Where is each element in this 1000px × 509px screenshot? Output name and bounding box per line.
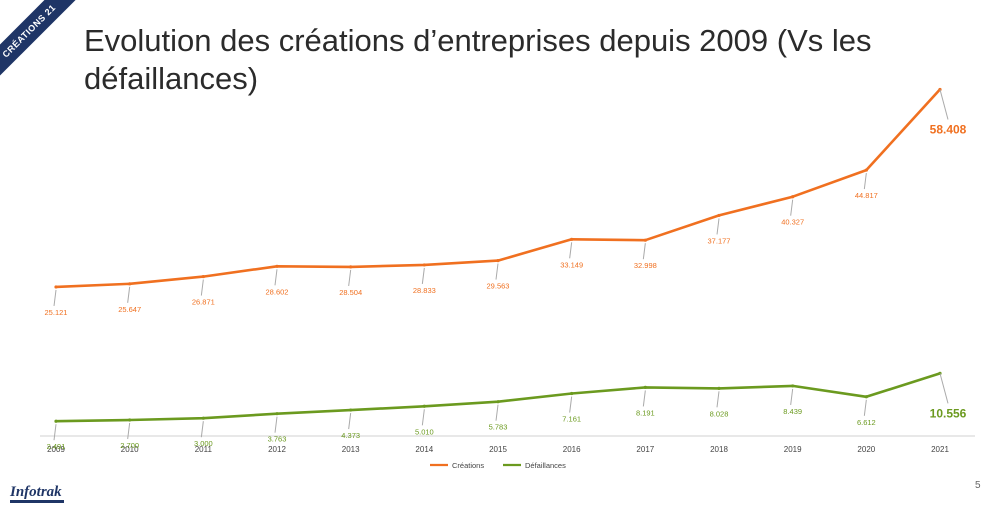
- label-leader: [939, 373, 949, 404]
- data-label: 8.439: [783, 407, 802, 416]
- data-label: 5.783: [489, 423, 508, 432]
- data-point: [643, 238, 647, 242]
- label-leader: [863, 173, 867, 190]
- label-leader: [421, 409, 425, 426]
- data-point: [201, 274, 205, 279]
- data-label: 26.871: [192, 298, 215, 307]
- label-leader: [348, 412, 352, 430]
- data-point: [643, 385, 647, 390]
- data-point: [54, 285, 58, 289]
- data-point: [717, 386, 721, 390]
- label-leader: [495, 263, 499, 280]
- data-label: 3.763: [268, 435, 287, 444]
- x-tick-label: 2010: [121, 445, 139, 454]
- label-leader: [569, 242, 573, 259]
- data-point: [349, 408, 353, 412]
- data-label: 7.161: [562, 415, 581, 424]
- label-leader: [274, 416, 278, 433]
- x-tick-label: 2020: [857, 445, 875, 454]
- label-leader: [127, 422, 131, 440]
- data-point: [864, 168, 868, 172]
- data-label: 10.556: [930, 406, 967, 420]
- data-label: 33.149: [560, 260, 583, 269]
- label-leader: [863, 399, 867, 416]
- label-leader: [939, 89, 949, 120]
- legend-label: Créations: [452, 461, 484, 470]
- label-leader: [569, 396, 573, 413]
- label-leader: [495, 404, 499, 421]
- data-label: 2.700: [120, 441, 139, 450]
- data-label: 8.028: [710, 409, 729, 418]
- label-leader: [421, 267, 425, 284]
- x-tick-label: 2014: [415, 445, 433, 454]
- data-label: 25.647: [118, 305, 141, 314]
- data-label: 28.504: [339, 288, 362, 297]
- data-label: 32.998: [634, 261, 657, 270]
- data-point: [791, 195, 795, 199]
- label-leader: [53, 289, 57, 307]
- data-point: [791, 384, 795, 388]
- data-label: 58.408: [930, 122, 967, 136]
- page-title: Evolution des créations d’entreprises de…: [84, 23, 872, 96]
- data-point: [422, 404, 426, 408]
- label-leader: [348, 269, 352, 286]
- x-tick-label: 2011: [195, 445, 213, 454]
- series-line: [54, 372, 942, 423]
- series-line: [54, 88, 942, 289]
- label-leader: [127, 286, 131, 303]
- label-leader: [274, 269, 278, 286]
- label-leader: [716, 391, 720, 408]
- label-leader: [53, 424, 57, 441]
- data-point: [54, 419, 58, 423]
- data-label: 6.612: [857, 418, 876, 427]
- data-point: [717, 213, 721, 218]
- label-leader: [200, 279, 204, 296]
- data-point: [128, 418, 132, 422]
- x-tick-label: 2013: [342, 445, 360, 454]
- legend-label: Défaillances: [525, 461, 566, 470]
- data-label: 29.563: [487, 282, 510, 291]
- data-point: [422, 263, 426, 267]
- infotrak-logo: Infotrak: [10, 484, 62, 500]
- data-point: [496, 258, 500, 263]
- data-label: 5.010: [415, 427, 434, 436]
- data-label: 4.373: [341, 431, 360, 440]
- x-tick-label: 2016: [563, 445, 581, 454]
- data-point: [275, 264, 279, 268]
- data-point: [570, 237, 574, 241]
- data-point: [864, 395, 868, 399]
- logo-underline: [10, 500, 64, 503]
- data-point: [496, 400, 500, 404]
- data-label: 28.833: [413, 286, 436, 295]
- x-tick-label: 2017: [636, 445, 654, 454]
- data-label: 2.491: [47, 442, 66, 451]
- data-point: [349, 265, 353, 269]
- data-point: [275, 412, 279, 416]
- data-point: [128, 282, 132, 286]
- x-tick-label: 2012: [268, 445, 286, 454]
- data-label: 25.121: [45, 308, 68, 317]
- data-label: 44.817: [855, 191, 878, 200]
- x-tick-label: 2021: [931, 445, 949, 454]
- x-tick-label: 2009: [47, 445, 65, 454]
- data-label: 8.191: [636, 408, 655, 417]
- label-leader: [790, 199, 794, 216]
- label-leader: [642, 243, 646, 260]
- label-leader: [642, 390, 646, 407]
- label-leader: [200, 421, 204, 438]
- data-label: 28.602: [266, 287, 289, 296]
- x-tick-label: 2019: [784, 445, 802, 454]
- data-label: 37.177: [708, 236, 731, 245]
- label-leader: [716, 218, 720, 235]
- label-leader: [790, 388, 794, 405]
- page-number: 5: [975, 480, 981, 491]
- data-point: [201, 416, 205, 420]
- x-tick-label: 2018: [710, 445, 728, 454]
- data-label: 40.327: [781, 218, 804, 227]
- x-tick-label: 2015: [489, 445, 507, 454]
- data-point: [570, 391, 574, 396]
- data-label: 3.000: [194, 439, 213, 448]
